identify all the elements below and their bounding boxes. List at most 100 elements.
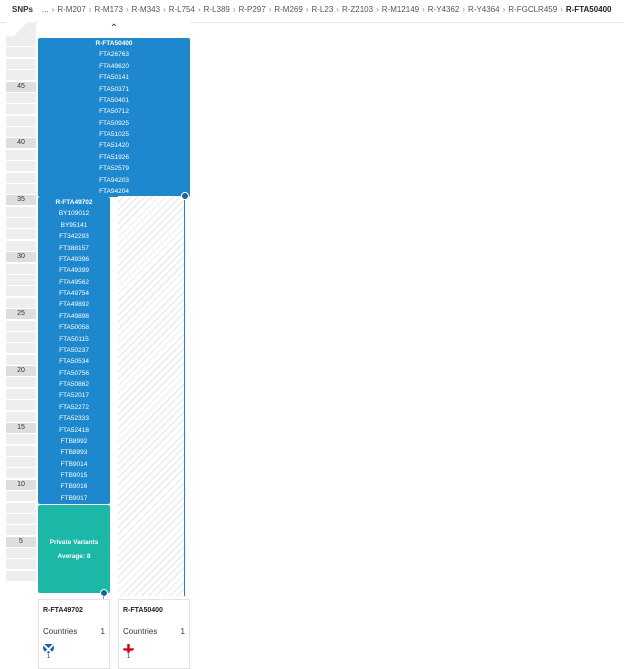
snp-item[interactable]: FTA49620 xyxy=(99,62,129,70)
branch-card-r-fta49702[interactable]: R-FTA49702 Countries 1 1 xyxy=(38,599,110,669)
branch-card-r-fta50400[interactable]: R-FTA50400 Countries 1 1 xyxy=(118,599,190,669)
snp-item[interactable]: FTB9017 xyxy=(60,494,88,502)
snp-item[interactable]: BY95141 xyxy=(60,221,88,229)
breadcrumb-item[interactable]: R-FGCLR459 xyxy=(508,5,558,14)
snp-item[interactable]: FTA51420 xyxy=(99,142,129,150)
countries-count: 1 xyxy=(180,627,185,636)
ruler-row xyxy=(6,434,36,445)
snp-item[interactable]: FTB9015 xyxy=(60,472,88,479)
ruler-row xyxy=(6,47,36,58)
snp-item[interactable]: FTA52017 xyxy=(59,392,89,400)
snp-item[interactable]: FTA50534 xyxy=(59,358,89,366)
snp-item[interactable]: FTA52418 xyxy=(59,426,89,434)
branch-line xyxy=(184,196,185,596)
ruler-row xyxy=(6,149,36,160)
ruler-row xyxy=(6,445,36,456)
haplogroup-block-r-fta49702[interactable]: R-FTA49702 BY109012 BY95141 FT342293 FT38815… xyxy=(38,197,110,504)
snp-item[interactable]: FTA49396 xyxy=(59,255,89,263)
ruler-row xyxy=(6,229,36,240)
ruler-label: 25 xyxy=(17,310,25,318)
ruler-row xyxy=(6,218,36,229)
haplogroup-name[interactable]: R-FTA49702 xyxy=(55,199,93,206)
ruler-row xyxy=(6,104,36,115)
snp-item[interactable]: FTA50712 xyxy=(99,108,129,116)
snp-item[interactable]: FTB8993 xyxy=(60,449,88,457)
snp-item[interactable]: FTA49399 xyxy=(59,267,89,275)
breadcrumb-item[interactable]: R-M269 xyxy=(274,5,303,14)
breadcrumb-separator-icon: › xyxy=(163,5,166,14)
haplogroup-block-r-fta50400[interactable]: R-FTA50400 FTA26763 FTA49620 FTA50141 FTA503… xyxy=(38,38,190,197)
ruler-row xyxy=(6,36,36,46)
ruler-row xyxy=(6,297,36,308)
flag-count: 1 xyxy=(46,654,51,660)
breadcrumb-item[interactable]: R-FTA50400 xyxy=(565,5,612,14)
ruler-label: 30 xyxy=(17,253,25,261)
snp-item[interactable]: FTA49898 xyxy=(59,312,89,320)
england-flag-icon[interactable] xyxy=(123,642,134,653)
haplogroup-name[interactable]: R-FTA50400 xyxy=(95,40,133,47)
breadcrumb-item[interactable]: R-Z2103 xyxy=(341,5,374,14)
snp-item[interactable]: FT342293 xyxy=(59,233,89,241)
breadcrumb-item[interactable]: R-M173 xyxy=(94,5,123,14)
snp-item[interactable]: FTA51025 xyxy=(99,131,129,138)
snp-item[interactable]: FTA51926 xyxy=(99,153,129,161)
snp-item[interactable]: FTA50925 xyxy=(99,119,129,127)
branch-node-dot[interactable] xyxy=(181,192,189,200)
ruler-row xyxy=(6,274,36,285)
ruler-row: 40 xyxy=(6,138,36,149)
snp-item[interactable]: BY109012 xyxy=(58,210,90,218)
branch-node-dot[interactable] xyxy=(100,589,108,597)
ruler-row xyxy=(6,388,36,399)
private-variants-block[interactable]: Private Variants Average: 8 xyxy=(38,505,110,593)
private-variants-average: Average: 8 xyxy=(57,553,91,560)
snp-item[interactable]: FTA50141 xyxy=(99,74,129,82)
snp-item[interactable]: FT388157 xyxy=(59,244,89,252)
snp-item[interactable]: FTA94204 xyxy=(99,187,129,195)
ruler-row xyxy=(6,570,36,581)
breadcrumb-ellipsis[interactable]: ... xyxy=(42,5,49,14)
breadcrumb-separator-icon: › xyxy=(422,5,425,14)
breadcrumb-item[interactable]: R-L23 xyxy=(311,5,334,14)
scotland-flag-icon[interactable] xyxy=(43,642,54,653)
snp-item[interactable]: FTB9016 xyxy=(60,483,88,491)
snp-item[interactable]: FTB9014 xyxy=(60,460,88,468)
breadcrumb-item[interactable]: R-L389 xyxy=(203,5,230,14)
snp-item[interactable]: FTB8992 xyxy=(60,437,88,445)
collapse-button[interactable]: ⌃ xyxy=(38,22,190,36)
breadcrumb-item[interactable]: R-L754 xyxy=(168,5,195,14)
snp-item[interactable]: FTA52272 xyxy=(59,403,89,411)
ruler-row xyxy=(6,286,36,297)
ruler-row: 20 xyxy=(6,366,36,377)
ruler-row xyxy=(6,377,36,388)
ruler-row xyxy=(6,206,36,217)
snp-item[interactable]: FTA50115 xyxy=(59,335,89,343)
ruler-row xyxy=(6,400,36,411)
breadcrumb-item[interactable]: R-P297 xyxy=(238,5,266,14)
snp-item[interactable]: FTA94203 xyxy=(99,176,129,184)
breadcrumb-item[interactable]: R-Y4364 xyxy=(468,5,500,14)
ruler-row xyxy=(6,127,36,138)
snp-item[interactable]: FTA26763 xyxy=(99,51,129,59)
snp-item[interactable]: FTA50862 xyxy=(59,381,89,388)
ruler-row xyxy=(6,491,36,502)
snp-item[interactable]: FTA50237 xyxy=(59,346,89,354)
breadcrumb-item[interactable]: R-M343 xyxy=(131,5,161,14)
ruler-row xyxy=(6,468,36,479)
snp-item[interactable]: FTA50058 xyxy=(59,324,89,332)
ruler-label: 10 xyxy=(17,480,25,488)
snp-item[interactable]: FTA52579 xyxy=(99,165,129,173)
snp-item[interactable]: FTA50401 xyxy=(99,96,129,104)
snp-item[interactable]: FTA52333 xyxy=(59,415,89,423)
snp-item[interactable]: FTA49754 xyxy=(59,290,89,297)
snp-item[interactable]: FTA49562 xyxy=(59,278,89,286)
card-title: R-FTA49702 xyxy=(43,607,83,614)
breadcrumb-item[interactable]: R-M12149 xyxy=(381,5,420,14)
breadcrumb: ... › R-M207 › R-M173 › R-M343 › R-L754 › R-L389 › R… xyxy=(42,5,612,14)
snp-item[interactable]: FTA49892 xyxy=(59,301,89,309)
snp-item[interactable]: FTA50756 xyxy=(59,369,89,377)
breadcrumb-separator-icon: › xyxy=(268,5,272,14)
breadcrumb-item[interactable]: R-M207 xyxy=(57,5,86,14)
breadcrumb-item[interactable]: R-Y4362 xyxy=(427,5,460,14)
snp-item[interactable]: FTA50371 xyxy=(99,85,129,93)
ruler-label: 40 xyxy=(17,139,25,147)
